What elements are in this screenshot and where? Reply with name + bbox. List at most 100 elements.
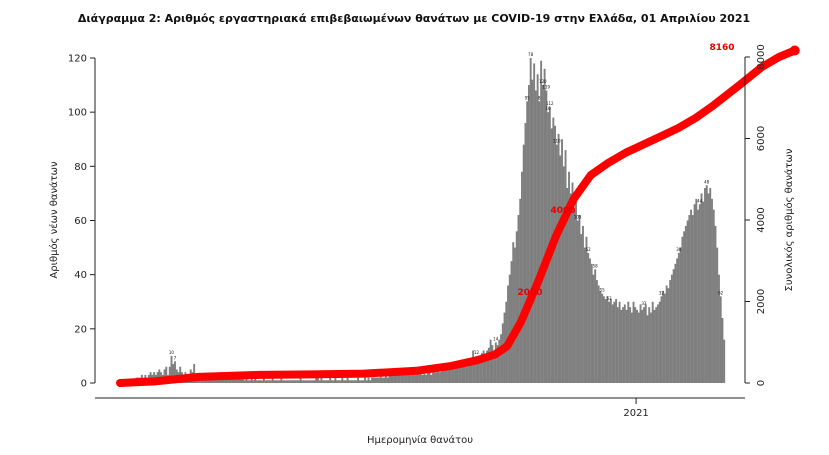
bar — [718, 274, 720, 383]
bar — [275, 380, 278, 383]
bar — [641, 309, 644, 384]
bar — [508, 274, 511, 383]
bar — [334, 377, 337, 383]
y-tick-label: 120 — [68, 54, 87, 65]
bar-value-label: 78 — [528, 52, 534, 57]
bar — [304, 380, 307, 383]
bar — [554, 125, 557, 384]
bar — [442, 369, 445, 383]
bar — [409, 372, 412, 383]
x-axis-label: Ημερομηνία θανάτου — [367, 434, 473, 446]
bar — [568, 171, 570, 383]
bar — [589, 258, 591, 383]
bar — [395, 374, 398, 384]
bar — [669, 280, 672, 383]
bar — [262, 377, 265, 383]
bar — [329, 377, 332, 383]
bar — [461, 364, 464, 383]
bar — [365, 380, 368, 383]
bar — [557, 133, 560, 383]
bar — [677, 253, 680, 383]
bar — [280, 377, 283, 383]
bar-value-label: 16 — [545, 106, 551, 111]
bar — [357, 377, 360, 383]
bar — [595, 280, 598, 383]
bar — [515, 231, 518, 383]
bar — [482, 350, 485, 383]
bar — [691, 215, 694, 383]
bar — [320, 377, 323, 383]
bar — [444, 369, 447, 383]
bar — [688, 215, 691, 383]
bar — [343, 380, 346, 383]
y-ticks-right: 0 2000 4000 6000 8000 — [745, 44, 767, 386]
bar-value-label: 120 — [539, 79, 547, 84]
bar — [353, 380, 356, 383]
bar — [245, 377, 248, 383]
bar-value-label: 10 — [169, 350, 175, 355]
bar — [629, 307, 631, 383]
bar — [458, 366, 461, 383]
bar — [439, 372, 441, 383]
bar — [344, 380, 347, 383]
bar — [226, 377, 229, 383]
bar — [653, 309, 656, 384]
bar — [644, 304, 647, 383]
bar — [472, 350, 475, 383]
bar — [466, 358, 469, 384]
bar — [172, 364, 175, 383]
bar — [282, 380, 285, 383]
bar — [325, 380, 328, 383]
bar — [170, 355, 173, 383]
bar — [437, 369, 440, 383]
bar — [636, 309, 638, 384]
bar — [500, 334, 502, 383]
bar — [475, 355, 478, 383]
bar — [667, 288, 670, 383]
bar — [578, 215, 581, 383]
bar — [261, 380, 264, 383]
bar — [336, 380, 339, 383]
bar — [367, 377, 370, 383]
bar — [507, 285, 509, 383]
chart-title: Διάγραμμα 2: Αριθμός εργαστηριακά επιβεβ… — [78, 12, 750, 25]
bar — [315, 377, 318, 383]
y-ticks-left: 0 20 40 60 80 100 120 — [68, 54, 95, 390]
bar — [149, 372, 152, 383]
bar — [529, 58, 532, 383]
bar — [582, 225, 584, 383]
bar — [684, 225, 687, 383]
bar — [432, 369, 434, 383]
bar-value-label: 95 — [525, 95, 531, 100]
bar — [313, 380, 316, 383]
bar — [369, 380, 372, 383]
bar — [247, 380, 250, 383]
y2-tick-label: 0 — [756, 380, 767, 386]
bar — [404, 372, 407, 383]
bar — [592, 274, 595, 383]
bar-value-label: 73 — [749, 0, 755, 1]
cumulative-annotation: 2000 — [517, 288, 542, 298]
bar — [250, 377, 253, 383]
bar — [252, 380, 255, 383]
bar-value-label: 55 — [600, 288, 606, 293]
bar — [348, 380, 351, 383]
bar — [278, 380, 281, 383]
bar — [517, 215, 520, 383]
bar — [217, 377, 220, 383]
bar — [562, 166, 565, 383]
bar — [524, 123, 527, 383]
bar — [702, 201, 705, 383]
bar — [453, 364, 455, 383]
bar — [221, 377, 224, 383]
bar — [630, 312, 633, 383]
bar — [451, 369, 454, 383]
bar — [479, 358, 482, 384]
bar — [296, 380, 298, 383]
bar — [327, 380, 330, 383]
bar — [477, 355, 480, 383]
bar — [418, 372, 421, 383]
bar — [616, 307, 619, 383]
bar — [627, 301, 630, 383]
